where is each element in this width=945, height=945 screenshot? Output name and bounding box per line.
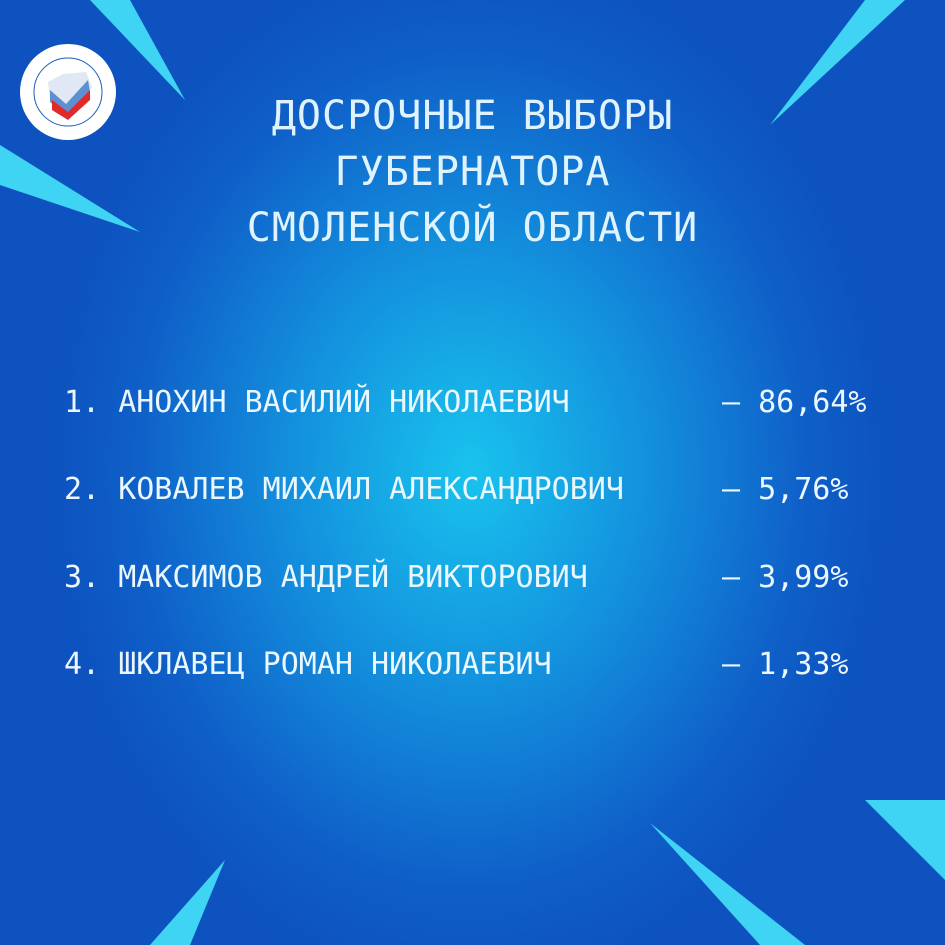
candidate-name: ШКЛАВЕЦ РОМАН НИКОЛАЕВИЧ <box>118 647 552 682</box>
result-row: 2. КОВАЛЕВ МИХАИЛ АЛЕКСАНДРОВИЧ <box>64 472 624 507</box>
election-commission-logo <box>20 44 116 140</box>
candidate-name: АНОХИН ВАСИЛИЙ НИКОЛАЕВИЧ <box>118 385 570 420</box>
triangle-top-right <box>770 0 905 125</box>
result-number: 1. <box>64 385 101 420</box>
candidate-name: МАКСИМОВ АНДРЕЙ ВИКТОРОВИЧ <box>118 560 588 595</box>
triangle-bottom-left <box>150 860 225 945</box>
triangle-bottom-right <box>865 800 945 880</box>
triangle-bottom-mid <box>650 823 805 945</box>
result-percent: – 86,64% <box>722 385 867 420</box>
result-row: 1. АНОХИН ВАСИЛИЙ НИКОЛАЕВИЧ <box>64 385 570 420</box>
title-line-2: ГУБЕРНАТОРА <box>334 149 611 195</box>
result-number: 4. <box>64 647 101 682</box>
result-percent: – 5,76% <box>722 472 849 507</box>
triangle-top-left <box>90 0 185 100</box>
result-number: 2. <box>64 472 101 507</box>
title-line-3: СМОЛЕНСКОЙ ОБЛАСТИ <box>246 205 699 251</box>
result-percent: – 3,99% <box>722 560 849 595</box>
candidate-name: КОВАЛЕВ МИХАИЛ АЛЕКСАНДРОВИЧ <box>118 472 624 507</box>
result-number: 3. <box>64 560 101 595</box>
page-title: ДОСРОЧНЫЕ ВЫБОРЫ ГУБЕРНАТОРА СМОЛЕНСКОЙ … <box>0 88 945 256</box>
result-row: 4. ШКЛАВЕЦ РОМАН НИКОЛАЕВИЧ <box>64 647 552 682</box>
result-percent: – 1,33% <box>722 647 849 682</box>
triangle-left <box>0 145 140 232</box>
title-line-1: ДОСРОЧНЫЕ ВЫБОРЫ <box>271 93 674 139</box>
result-row: 3. МАКСИМОВ АНДРЕЙ ВИКТОРОВИЧ <box>64 560 588 595</box>
